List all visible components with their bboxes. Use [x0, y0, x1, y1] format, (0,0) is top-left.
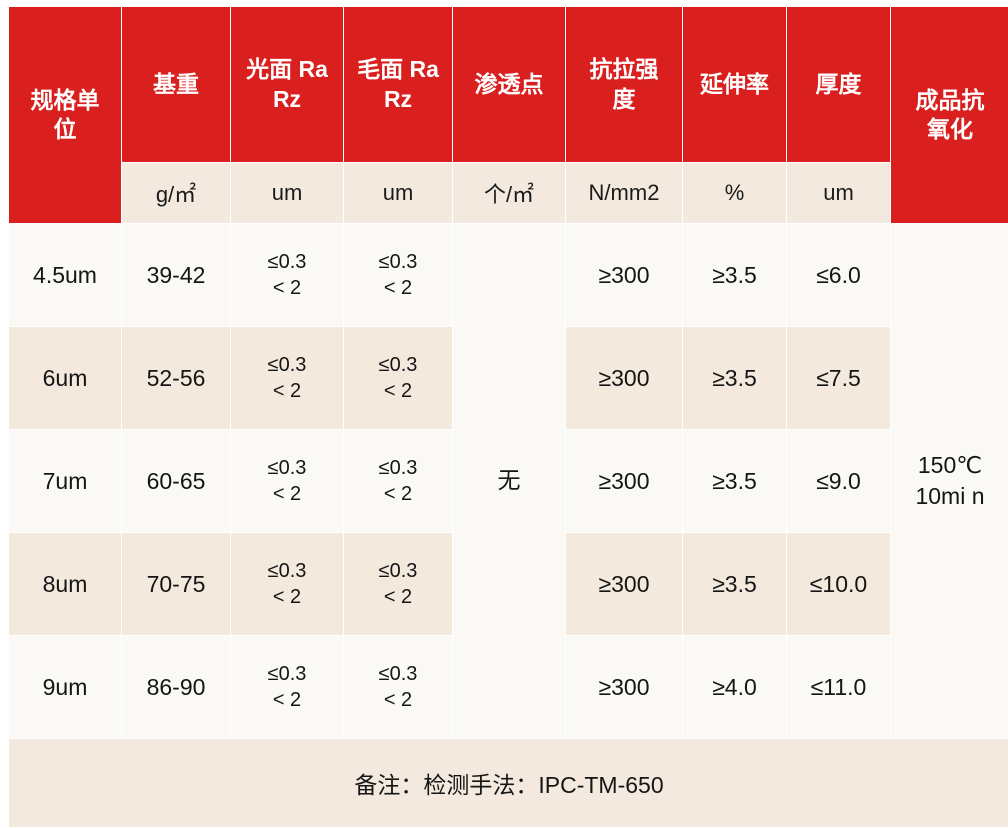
- header-spec-unit: 规格单 位: [9, 7, 121, 223]
- cell-shiny-ra-rz: ≤0.3 < 2: [231, 430, 343, 532]
- cell-shiny-ra-rz: ≤0.3 < 2: [231, 224, 343, 326]
- cell-basis-weight: 70-75: [122, 533, 230, 635]
- cell-elongation: ≥3.5: [683, 327, 786, 429]
- cell-matte-ra: ≤0.3: [378, 559, 418, 582]
- table-row: 9um 86-90 ≤0.3 < 2 ≤0.3 < 2 ≥300 ≥4.0 ≤1…: [9, 636, 1008, 738]
- footer-note: 备注：检测手法：IPC-TM-650: [9, 739, 1008, 827]
- cell-shiny-rz: < 2: [272, 380, 302, 402]
- table-row: 8um 70-75 ≤0.3 < 2 ≤0.3 < 2 ≥300 ≥3.5 ≤1…: [9, 533, 1008, 635]
- cell-thickness: ≤9.0: [787, 430, 890, 532]
- unit-shiny-ra-rz: um: [231, 163, 343, 223]
- table-units-row: g/㎡ um um 个/㎡ N/mm2 % um: [9, 163, 1008, 223]
- cell-spec: 7um: [9, 430, 121, 532]
- cell-elongation: ≥3.5: [683, 430, 786, 532]
- cell-matte-ra: ≤0.3: [378, 456, 418, 479]
- cell-anti-oxidation-time: 10mi n: [915, 483, 985, 509]
- header-matte-line1: 毛面 Ra: [357, 56, 439, 83]
- unit-thickness: um: [787, 163, 890, 223]
- cell-thickness: ≤7.5: [787, 327, 890, 429]
- cell-anti-oxidation-merged: 150℃ 10mi n: [891, 224, 1008, 738]
- header-thickness: 厚度: [787, 7, 890, 162]
- cell-basis-weight: 86-90: [122, 636, 230, 738]
- cell-matte-ra-rz: ≤0.3 < 2: [344, 327, 452, 429]
- header-tensile-line1: 抗拉强: [589, 56, 659, 83]
- cell-matte-ra-rz: ≤0.3 < 2: [344, 224, 452, 326]
- header-shiny-side-ra-rz: 光面 Ra Rz: [231, 7, 343, 162]
- header-anti-oxidation: 成品抗 氧化: [891, 7, 1008, 223]
- cell-matte-rz: < 2: [383, 689, 413, 711]
- cell-penetration-point-merged: 无: [453, 224, 565, 738]
- cell-shiny-rz: < 2: [272, 689, 302, 711]
- cell-matte-rz: < 2: [383, 586, 413, 608]
- cell-matte-ra: ≤0.3: [378, 353, 418, 376]
- cell-spec: 8um: [9, 533, 121, 635]
- cell-tensile-strength: ≥300: [566, 224, 682, 326]
- cell-shiny-ra-rz: ≤0.3 < 2: [231, 533, 343, 635]
- header-matte-line2: Rz: [383, 85, 413, 112]
- cell-matte-ra-rz: ≤0.3 < 2: [344, 636, 452, 738]
- header-penetration-point: 渗透点: [453, 7, 565, 162]
- cell-basis-weight: 52-56: [122, 327, 230, 429]
- cell-shiny-ra: ≤0.3: [267, 559, 307, 582]
- cell-shiny-ra: ≤0.3: [267, 662, 307, 685]
- cell-tensile-strength: ≥300: [566, 533, 682, 635]
- cell-matte-rz: < 2: [383, 380, 413, 402]
- cell-shiny-rz: < 2: [272, 483, 302, 505]
- cell-elongation: ≥3.5: [683, 533, 786, 635]
- cell-shiny-rz: < 2: [272, 277, 302, 299]
- cell-shiny-rz: < 2: [272, 586, 302, 608]
- cell-spec: 6um: [9, 327, 121, 429]
- header-tensile-line2: 度: [612, 85, 636, 112]
- table-row: 4.5um 39-42 ≤0.3 < 2 ≤0.3 < 2 无 ≥300 ≥3.…: [9, 224, 1008, 738]
- header-anti-oxidation-line2: 氧化: [927, 116, 973, 142]
- header-spec-unit-line1: 规格单: [30, 86, 100, 113]
- table-row: 6um 52-56 ≤0.3 < 2 ≤0.3 < 2 ≥300 ≥3.5 ≤7…: [9, 327, 1008, 429]
- unit-matte-ra-rz: um: [344, 163, 452, 223]
- header-elongation: 延伸率: [683, 7, 786, 162]
- cell-shiny-ra-rz: ≤0.3 < 2: [231, 636, 343, 738]
- table-row: 7um 60-65 ≤0.3 < 2 ≤0.3 < 2 ≥300 ≥3.5 ≤9…: [9, 430, 1008, 532]
- cell-shiny-ra-rz: ≤0.3 < 2: [231, 327, 343, 429]
- cell-tensile-strength: ≥300: [566, 327, 682, 429]
- cell-elongation: ≥3.5: [683, 224, 786, 326]
- cell-matte-rz: < 2: [383, 483, 413, 505]
- cell-spec: 9um: [9, 636, 121, 738]
- cell-matte-ra: ≤0.3: [378, 250, 418, 273]
- cell-tensile-strength: ≥300: [566, 430, 682, 532]
- header-tensile-strength: 抗拉强 度: [566, 7, 682, 162]
- header-basis-weight: 基重: [122, 7, 230, 162]
- cell-spec: 4.5um: [9, 224, 121, 326]
- cell-shiny-ra: ≤0.3: [267, 456, 307, 479]
- cell-shiny-ra: ≤0.3: [267, 353, 307, 376]
- table-footer-row: 备注：检测手法：IPC-TM-650: [9, 739, 1008, 827]
- unit-elongation: %: [683, 163, 786, 223]
- header-anti-oxidation-line1: 成品抗: [915, 86, 985, 113]
- table-header-row: 规格单 位 基重 光面 Ra Rz 毛面 Ra Rz 渗透点 抗拉强 度 延伸率…: [9, 7, 1008, 223]
- cell-thickness: ≤10.0: [787, 533, 890, 635]
- cell-tensile-strength: ≥300: [566, 636, 682, 738]
- cell-thickness: ≤11.0: [787, 636, 890, 738]
- cell-matte-ra-rz: ≤0.3 < 2: [344, 533, 452, 635]
- cell-thickness: ≤6.0: [787, 224, 890, 326]
- header-spec-unit-line2: 位: [53, 116, 77, 142]
- header-shiny-line2: Rz: [272, 85, 302, 112]
- copper-foil-spec-table: 规格单 位 基重 光面 Ra Rz 毛面 Ra Rz 渗透点 抗拉强 度 延伸率…: [8, 6, 1008, 828]
- cell-shiny-ra: ≤0.3: [267, 250, 307, 273]
- cell-anti-oxidation-temp: 150℃: [917, 451, 983, 478]
- cell-matte-rz: < 2: [383, 277, 413, 299]
- cell-matte-ra-rz: ≤0.3 < 2: [344, 430, 452, 532]
- cell-basis-weight: 60-65: [122, 430, 230, 532]
- cell-elongation: ≥4.0: [683, 636, 786, 738]
- cell-matte-ra: ≤0.3: [378, 662, 418, 685]
- header-shiny-line1: 光面 Ra: [246, 56, 328, 83]
- unit-basis-weight: g/㎡: [122, 163, 230, 223]
- cell-basis-weight: 39-42: [122, 224, 230, 326]
- unit-tensile-strength: N/mm2: [566, 163, 682, 223]
- header-matte-side-ra-rz: 毛面 Ra Rz: [344, 7, 452, 162]
- unit-penetration-point: 个/㎡: [453, 163, 565, 223]
